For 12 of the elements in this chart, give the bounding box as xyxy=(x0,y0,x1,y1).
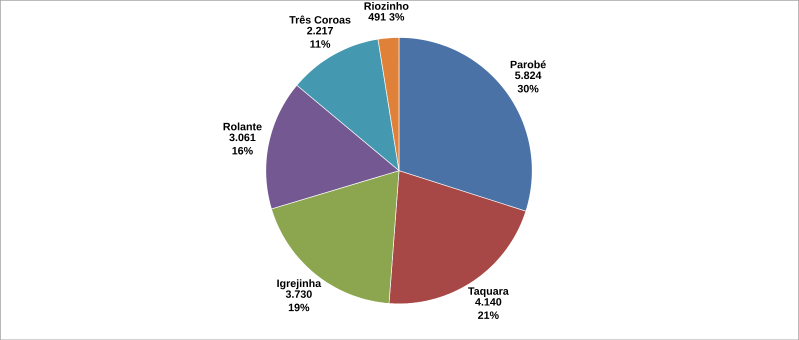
data-label: 4.140 21% xyxy=(475,298,502,319)
data-label: 5.824 30% xyxy=(515,71,542,92)
slice-label: Parobé xyxy=(510,60,546,68)
data-label: 491 3% xyxy=(368,12,404,20)
slice-label: Rolante xyxy=(224,122,262,130)
slice-label: Igrejinha xyxy=(277,279,322,290)
data-label: 3.730 19% xyxy=(286,290,312,312)
slice-label: Riozinho xyxy=(364,2,408,10)
slice-label: Três Coroas xyxy=(289,15,351,24)
data-label: 2.217 11% xyxy=(307,26,333,48)
slice-label: Taquara xyxy=(468,287,509,297)
data-label: 3.061 16% xyxy=(229,133,256,154)
